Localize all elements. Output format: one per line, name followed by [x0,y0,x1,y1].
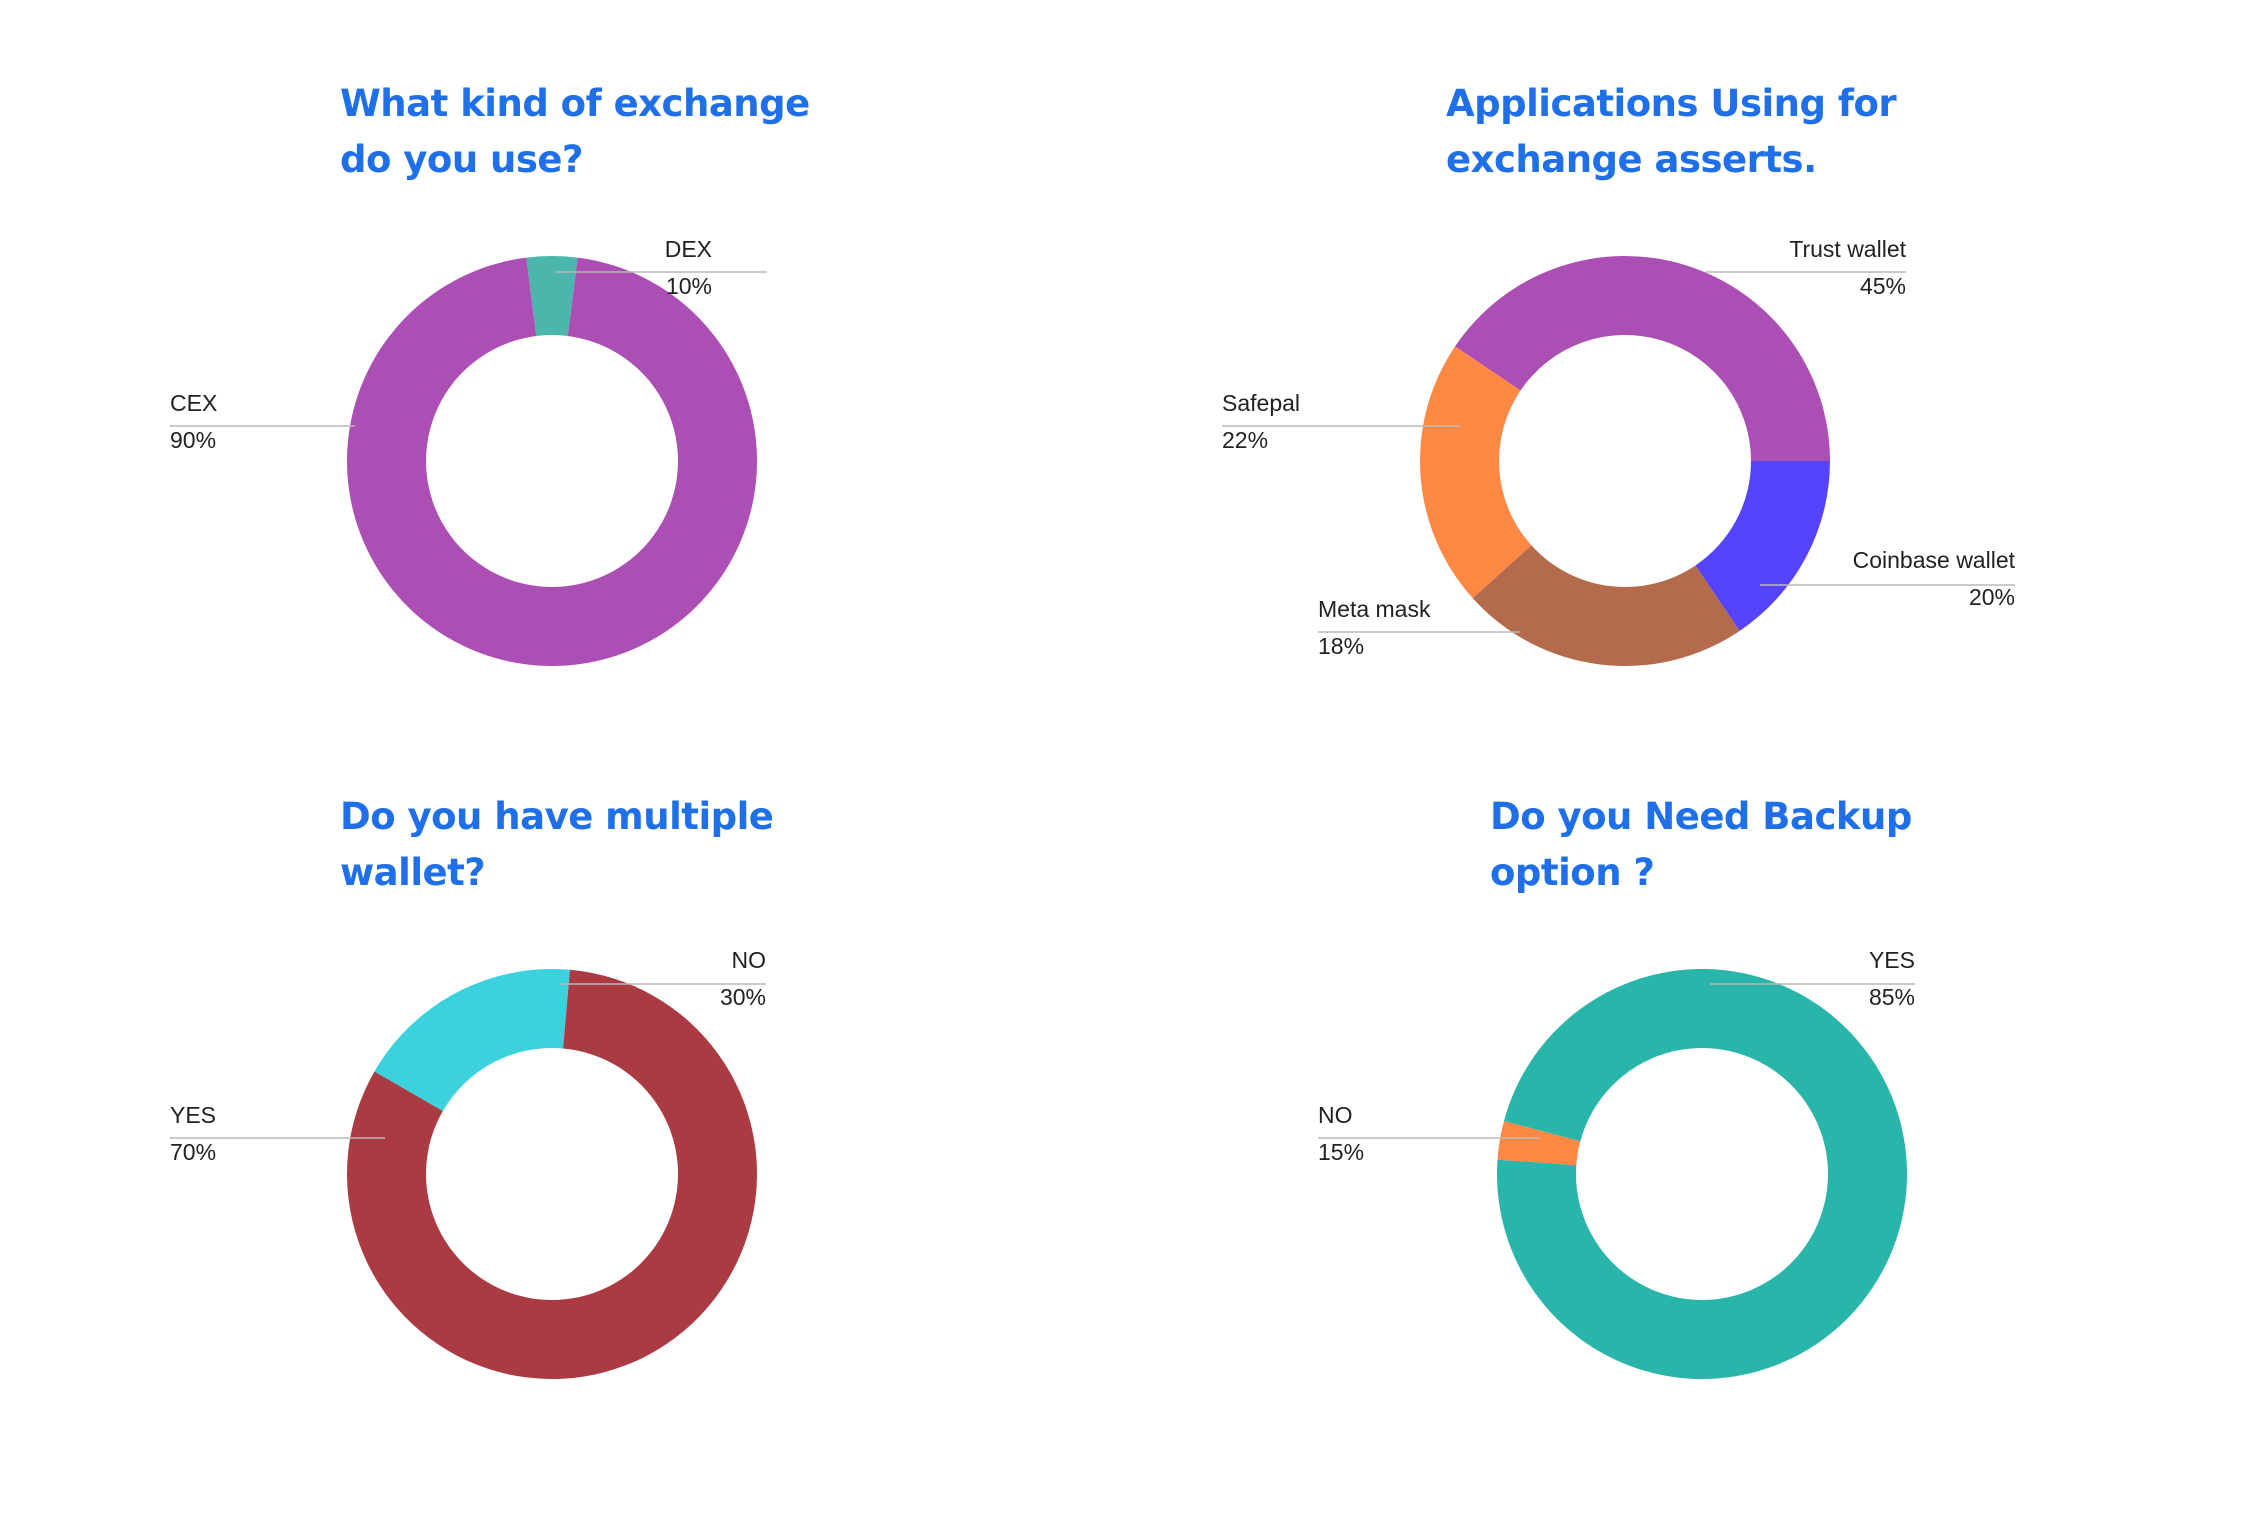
slice-value-cex: 90% [170,427,216,453]
slice-label-dex: DEX [665,236,712,262]
slice-label-meta-mask: Meta mask [1318,596,1431,622]
donut-slice-yes [346,969,757,1380]
chart-title-line-2: wallet? [340,851,486,894]
slice-value-no: 15% [1318,1139,1364,1165]
donut-slice-yes [1497,969,1908,1380]
donut-slice-no [374,969,570,1111]
chart-title: Applications Using for exchange asserts. [1446,76,1897,188]
slice-value-no: 30% [720,984,766,1010]
chart-title-line-2: do you use? [340,138,583,181]
slice-label-no: NO [1318,1102,1353,1128]
chart-title-line-1: What kind of exchange [340,82,810,125]
slice-label-cex: CEX [170,390,217,416]
donut-slice-safepal [1419,346,1532,599]
slice-value-safepal: 22% [1222,427,1268,453]
slice-label-yes: YES [1869,947,1915,973]
chart-title: Do you have multiple wallet? [340,789,774,901]
chart-title-line-2: exchange asserts. [1446,138,1817,181]
donut-chart-multiple-wallet: YES 70% NO 30% [170,947,766,1380]
slice-label-yes: YES [170,1102,216,1128]
slice-value-yes: 70% [170,1139,216,1165]
slice-label-coinbase-wallet: Coinbase wallet [1853,547,2016,573]
donut-chart-backup-option: NO 15% YES 85% [1318,947,1915,1380]
slice-value-coinbase-wallet: 20% [1969,584,2015,610]
slice-value-meta-mask: 18% [1318,633,1364,659]
slice-label-safepal: Safepal [1222,390,1300,416]
chart-title-line-1: Do you have multiple [340,795,774,838]
donut-slice-meta-mask [1472,545,1740,666]
chart-title: Do you Need Backup option ? [1490,789,1912,901]
donut-slice-no [1497,1120,1581,1166]
donut-chart-exchange-type: DEX 10% CEX 90% [170,236,767,666]
chart-title-line-2: option ? [1490,851,1655,894]
chart-title: What kind of exchange do you use? [340,76,810,188]
slice-label-no: NO [732,947,767,973]
donut-chart-applications: Trust wallet 45% Coinbase wallet 20% Meta ma… [1222,236,2016,666]
slice-value-trust-wallet: 45% [1860,273,1906,299]
slice-label-trust-wallet: Trust wallet [1789,236,1906,262]
donut-slice-dex [526,256,578,336]
donut-slice-cex [346,257,757,666]
chart-title-line-1: Do you Need Backup [1490,795,1912,838]
slice-value-yes: 85% [1869,984,1915,1010]
chart-title-line-1: Applications Using for [1446,82,1897,125]
donut-slice-coinbase-wallet [1695,461,1830,631]
slice-value-dex: 10% [666,273,712,299]
donut-slice-trust-wallet [1455,255,1830,461]
